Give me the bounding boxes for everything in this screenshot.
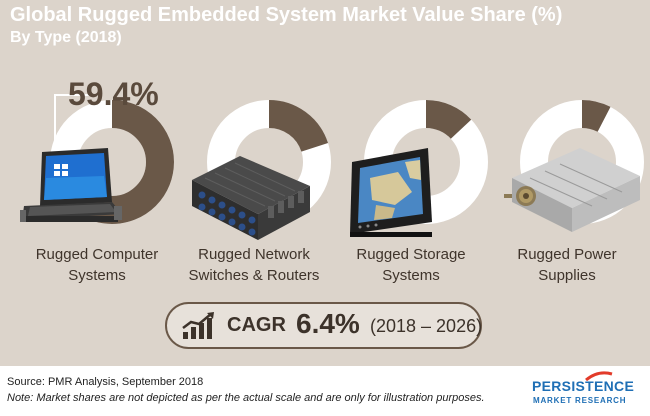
chart-title: Global Rugged Embedded System Market Val… (10, 4, 563, 26)
category-label-line: Switches & Routers (188, 267, 320, 284)
logo-swoosh-icon (585, 371, 613, 382)
category-label-2: Rugged Network Switches & Routers (179, 244, 329, 286)
cagr-period: (2018 – 2026) (370, 316, 483, 336)
power-supply-icon (504, 148, 640, 232)
category-label-line: Rugged Storage (356, 246, 466, 263)
cagr-label: CAGR (227, 314, 286, 336)
cagr-box: CAGR 6.4% (2018 – 2026) (165, 302, 482, 349)
donut-slice (520, 100, 644, 224)
logo-subtitle: MARKET RESEARCH (533, 396, 627, 405)
note-text: Note: Market shares are not depicted as … (7, 392, 485, 404)
donut-charts (20, 94, 644, 240)
cagr-value: 6.4% (296, 308, 360, 339)
donut-slice (207, 100, 331, 224)
growth-chart-icon (182, 312, 214, 339)
storage-monitor-icon (350, 148, 432, 237)
rugged-laptop-icon (20, 148, 122, 222)
source-text: Source: PMR Analysis, September 2018 (7, 376, 204, 388)
donut-slice (364, 100, 488, 224)
category-label-1: Rugged Computer Systems (22, 244, 172, 286)
category-label-line: Rugged Computer (35, 246, 159, 263)
callout-line (54, 94, 95, 160)
category-label-line: Supplies (538, 267, 596, 284)
category-label-line: Systems (382, 267, 440, 284)
chart-subtitle: By Type (2018) (10, 29, 122, 46)
category-label-3: Rugged Storage Systems (336, 244, 486, 286)
logo-name: PERSISTENCE (532, 378, 635, 394)
highlight-value: 59.4% (68, 76, 159, 112)
category-label-line: Rugged Power (517, 246, 617, 263)
category-label-line: Systems (68, 267, 126, 284)
category-label-line: Rugged Network (198, 246, 310, 263)
category-label-4: Rugged Power Supplies (492, 244, 642, 286)
infographic: Global Rugged Embedded System Market Val… (0, 0, 650, 366)
network-switch-icon (192, 156, 310, 240)
company-logo: PERSISTENCE MARKET RESEARCH (532, 370, 644, 412)
